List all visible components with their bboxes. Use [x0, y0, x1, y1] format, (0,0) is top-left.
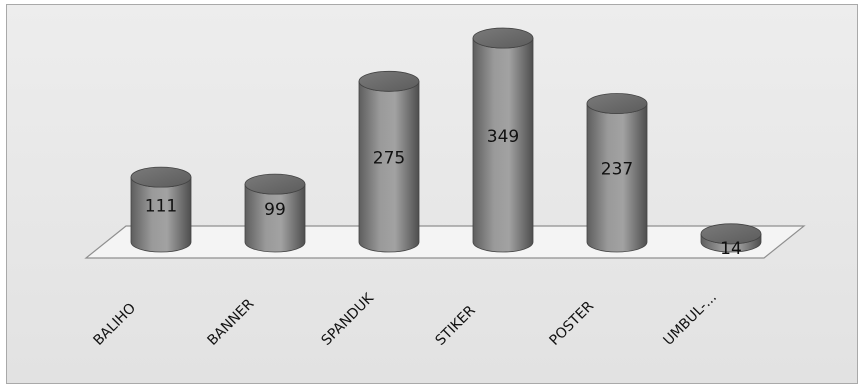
bar-series: 111 99 275 349 237 14 [130, 27, 762, 259]
data-label: 349 [487, 127, 519, 147]
bar-cap [472, 27, 534, 49]
category-label: BALIHO [91, 300, 140, 349]
category-label: SPANDUK [319, 290, 378, 349]
data-label: 275 [373, 149, 405, 169]
bar-cap [586, 93, 648, 114]
data-label: 99 [264, 200, 286, 220]
bar-cap [358, 70, 420, 92]
bar [130, 166, 192, 253]
category-axis: BALIHO BANNER SPANDUK STIKER POSTER UMBUL-... [91, 289, 720, 348]
bar-cap [130, 166, 192, 188]
category-label: STIKER [433, 302, 479, 348]
data-label: 14 [720, 239, 742, 259]
data-label: 111 [145, 197, 177, 217]
chart-floor [84, 225, 806, 259]
data-label: 237 [601, 160, 633, 180]
bar-cap [244, 173, 306, 195]
bar [586, 93, 648, 253]
bar [244, 173, 306, 253]
bar-cap [700, 223, 762, 245]
category-label: UMBUL-... [661, 289, 720, 348]
category-label: BANNER [205, 296, 258, 349]
bar [700, 223, 762, 253]
bar [472, 27, 534, 253]
category-label: POSTER [547, 298, 598, 349]
bar [358, 70, 420, 253]
